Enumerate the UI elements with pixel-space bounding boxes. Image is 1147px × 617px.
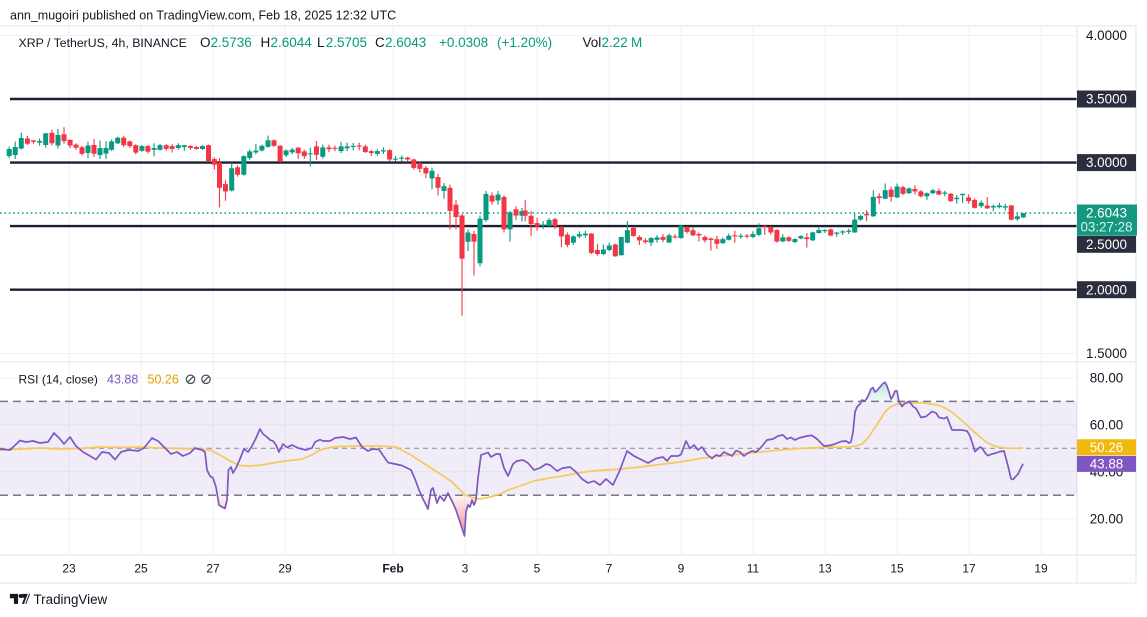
svg-text:RSI (14, close): RSI (14, close): [19, 372, 98, 386]
svg-text:2.5000: 2.5000: [1086, 237, 1127, 252]
svg-text:27: 27: [206, 562, 220, 576]
svg-text:19: 19: [1034, 562, 1048, 576]
svg-text:4.0000: 4.0000: [1086, 28, 1127, 43]
svg-text:Vol: Vol: [583, 35, 602, 50]
svg-text:1.5000: 1.5000: [1086, 346, 1127, 361]
svg-text:23: 23: [62, 562, 76, 576]
svg-text:7: 7: [606, 562, 613, 576]
svg-text:60.00: 60.00: [1090, 418, 1124, 433]
svg-text:ann_mugoiri published on Tradi: ann_mugoiri published on TradingView.com…: [10, 8, 396, 22]
svg-text:03:27:28: 03:27:28: [1080, 220, 1132, 235]
svg-text:XRP / TetherUS, 4h, BINANCE: XRP / TetherUS, 4h, BINANCE: [19, 36, 187, 50]
svg-text:2.5705: 2.5705: [326, 35, 367, 50]
svg-text:3: 3: [462, 562, 469, 576]
svg-text:50.26: 50.26: [148, 372, 179, 386]
svg-text:3.5000: 3.5000: [1086, 92, 1127, 107]
svg-text:43.88: 43.88: [107, 372, 138, 386]
svg-text:20.00: 20.00: [1090, 511, 1124, 526]
svg-text:TradingView: TradingView: [34, 592, 108, 607]
svg-text:17: 17: [962, 562, 976, 576]
svg-text:25: 25: [134, 562, 148, 576]
svg-text:O: O: [200, 35, 211, 50]
svg-text:43.88: 43.88: [1090, 457, 1124, 472]
svg-text:50.26: 50.26: [1090, 440, 1124, 455]
svg-text:(+1.20%): (+1.20%): [497, 35, 552, 50]
svg-text:80.00: 80.00: [1090, 371, 1124, 386]
svg-text:13: 13: [818, 562, 832, 576]
svg-text:2.6043: 2.6043: [1086, 205, 1127, 220]
svg-text:2.22: 2.22: [602, 35, 628, 50]
svg-text:+0.0308: +0.0308: [439, 35, 488, 50]
svg-text:2.5736: 2.5736: [211, 35, 252, 50]
svg-text:2.6043: 2.6043: [385, 35, 426, 50]
svg-text:L: L: [317, 35, 325, 50]
svg-text:5: 5: [534, 562, 541, 576]
svg-text:3.0000: 3.0000: [1086, 155, 1127, 170]
svg-text:C: C: [375, 35, 385, 50]
svg-text:Feb: Feb: [382, 562, 403, 576]
svg-text:2.0000: 2.0000: [1086, 282, 1127, 297]
svg-text:11: 11: [747, 562, 760, 576]
svg-text:M: M: [631, 35, 642, 50]
svg-text:29: 29: [278, 562, 292, 576]
svg-text:H: H: [261, 35, 271, 50]
svg-text:2.6044: 2.6044: [271, 35, 313, 50]
svg-text:9: 9: [678, 562, 685, 576]
svg-text:15: 15: [890, 562, 904, 576]
